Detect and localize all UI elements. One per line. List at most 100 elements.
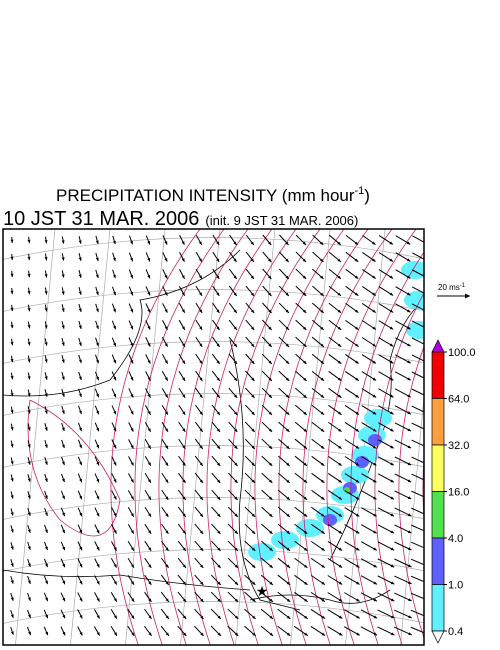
wind-vector-head bbox=[407, 479, 412, 483]
wind-vector-head bbox=[181, 258, 185, 262]
wind-vector-head bbox=[61, 342, 65, 346]
wind-vector-head bbox=[10, 580, 14, 584]
wind-vector bbox=[410, 626, 424, 634]
wind-vector-head bbox=[268, 377, 272, 381]
wind-vector-head bbox=[165, 564, 169, 568]
map-frame bbox=[2, 228, 425, 646]
wind-vector-head bbox=[251, 547, 256, 551]
wind-vector-head bbox=[113, 445, 117, 449]
wind-vector-head bbox=[338, 530, 343, 534]
wind-vector-head bbox=[406, 292, 411, 296]
wind-vector-head bbox=[217, 632, 221, 636]
wind-vector-head bbox=[216, 360, 220, 364]
wind-vector-head bbox=[199, 309, 203, 313]
wind-vector-head bbox=[407, 411, 411, 415]
wind-vector-head bbox=[182, 377, 186, 381]
wind-vector-head bbox=[181, 241, 185, 245]
wind-vector-head bbox=[252, 598, 256, 602]
wind-vector-head bbox=[148, 564, 152, 568]
wind-vector-head bbox=[199, 326, 203, 330]
wind-vector-head bbox=[96, 427, 99, 432]
wind-vector-head bbox=[199, 411, 203, 415]
wind-vector-head bbox=[234, 547, 238, 551]
wind-vector-head bbox=[130, 513, 134, 517]
wind-vector-head bbox=[61, 461, 65, 466]
wind-vector-head bbox=[10, 546, 14, 550]
wind-vector-head bbox=[27, 239, 31, 244]
wind-vector-head bbox=[286, 564, 291, 568]
wind-vector-head bbox=[390, 445, 394, 449]
wind-vector-head bbox=[372, 258, 376, 262]
wind-vector-head bbox=[321, 581, 325, 585]
wind-vector-head bbox=[372, 309, 376, 313]
wind-vector-head bbox=[234, 428, 238, 432]
wind-vector-head bbox=[113, 564, 117, 568]
wind-vector-head bbox=[130, 360, 134, 364]
wind-vector-head bbox=[303, 496, 308, 500]
wind-vector-head bbox=[303, 445, 307, 449]
wind-vector-head bbox=[269, 513, 273, 517]
wind-vector-head bbox=[27, 529, 31, 533]
precip-light bbox=[341, 466, 369, 484]
wind-vector-head bbox=[113, 581, 117, 585]
wind-vector-head bbox=[304, 615, 308, 619]
colorbar-label: 1.0 bbox=[448, 580, 463, 592]
wind-vector-head bbox=[44, 461, 48, 465]
wind-vector-head bbox=[78, 359, 82, 364]
wind-vector-head bbox=[286, 632, 291, 636]
wind-vector-head bbox=[45, 614, 48, 619]
wind-vector-head bbox=[216, 377, 220, 381]
wind-vector-head bbox=[165, 581, 169, 585]
wind-vector-head bbox=[250, 241, 254, 245]
wind-vector-head bbox=[425, 428, 428, 431]
wind-vector-head bbox=[44, 410, 48, 414]
wind-vector-head bbox=[10, 427, 14, 431]
wind-vector-head bbox=[10, 256, 14, 260]
wind-vector-head bbox=[113, 359, 116, 364]
wind-vector-head bbox=[285, 343, 290, 347]
wind-vector-head bbox=[252, 581, 256, 585]
wind-vector-head bbox=[147, 275, 151, 279]
wind-vector-head bbox=[373, 513, 377, 517]
wind-vector-head bbox=[79, 478, 82, 483]
wind-vector-head bbox=[355, 496, 360, 500]
wind-vector-head bbox=[78, 274, 82, 278]
wind-vector-head bbox=[285, 275, 289, 279]
wind-vector-head bbox=[355, 394, 359, 398]
wind-vector-head bbox=[407, 462, 412, 466]
wind-vector-head bbox=[27, 324, 31, 329]
pressure-contour bbox=[278, 229, 369, 645]
wind-vector-head bbox=[285, 394, 290, 398]
wind-vector-head bbox=[130, 257, 133, 262]
wind-vector-head bbox=[131, 581, 135, 585]
wind-vector-head bbox=[112, 240, 116, 245]
wind-vector-head bbox=[61, 393, 65, 397]
wind-vector-head bbox=[148, 513, 152, 517]
wind-vector bbox=[393, 626, 413, 636]
wind-vector-head bbox=[338, 462, 342, 466]
title-close: ) bbox=[364, 186, 370, 205]
wind-vector-head bbox=[182, 411, 186, 415]
wind-vector-head bbox=[337, 258, 341, 262]
wind-vector bbox=[411, 303, 424, 311]
wind-vector-head bbox=[320, 292, 324, 296]
wind-vector-head bbox=[79, 444, 82, 449]
wind-vector-head bbox=[44, 427, 48, 431]
wind-vector-head bbox=[113, 598, 117, 602]
wind-vector-head bbox=[304, 564, 308, 568]
wind-vector-head bbox=[302, 275, 307, 279]
wind-vector-head bbox=[45, 563, 48, 568]
wind-vector-head bbox=[356, 598, 360, 602]
longitude-line bbox=[70, 229, 111, 645]
wind-vector-head bbox=[78, 376, 82, 381]
wind-vector-head bbox=[234, 513, 238, 517]
wind-vector-head bbox=[355, 462, 360, 466]
init-time: (init. 9 JST 31 MAR. 2006) bbox=[205, 213, 358, 228]
wind-vector-head bbox=[45, 597, 48, 602]
wind-vector-head bbox=[130, 308, 134, 313]
wind-vector-head bbox=[286, 428, 290, 432]
wind-vector-head bbox=[302, 241, 306, 245]
wind-vector-head bbox=[10, 358, 14, 363]
wind-vector-head bbox=[338, 547, 343, 551]
wind-vector bbox=[411, 286, 424, 294]
